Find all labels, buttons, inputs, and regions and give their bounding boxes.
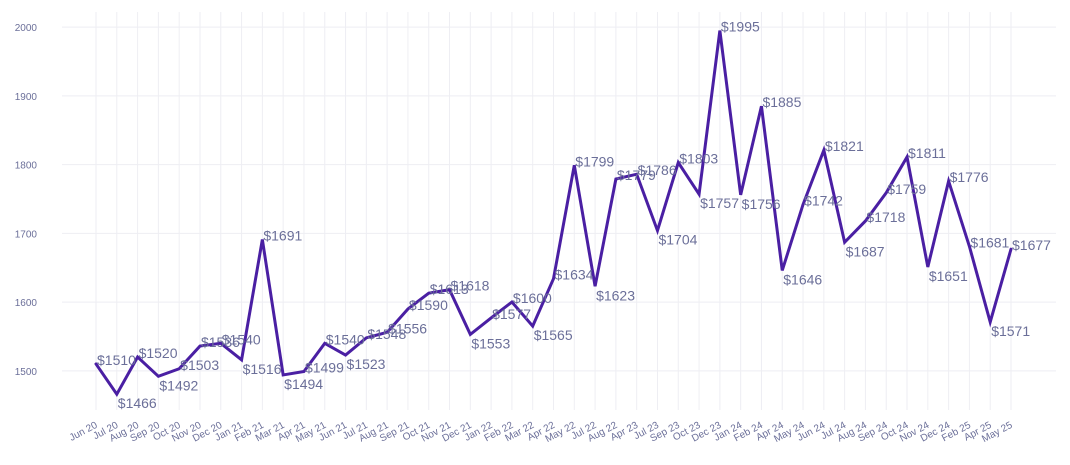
data-label: $1503 (180, 357, 219, 373)
data-label: $1520 (139, 345, 178, 361)
data-label: $1651 (929, 268, 968, 284)
y-tick-label: 1800 (15, 161, 38, 172)
data-label: $1466 (118, 395, 157, 411)
data-label: $1786 (638, 162, 677, 178)
data-label: $1590 (409, 297, 448, 313)
grid (62, 12, 1056, 410)
data-label: $1776 (950, 169, 989, 185)
data-label: $1492 (159, 377, 198, 393)
data-label: $1821 (825, 138, 864, 154)
data-label: $1811 (908, 145, 946, 161)
data-label: $1600 (513, 290, 552, 306)
data-label: $1677 (1012, 237, 1051, 253)
y-tick-label: 1500 (15, 367, 38, 378)
data-label: $1571 (991, 323, 1030, 339)
data-label: $1803 (679, 151, 718, 167)
data-label: $1577 (492, 306, 531, 322)
y-tick-label: 1700 (15, 229, 38, 240)
data-label: $1742 (804, 192, 843, 208)
y-tick-label: 2000 (15, 23, 38, 34)
data-label: $1995 (721, 19, 760, 35)
data-label: $1618 (451, 278, 490, 294)
data-label: $1613 (430, 281, 469, 297)
data-label: $1540 (222, 331, 261, 347)
data-label: $1516 (243, 361, 282, 377)
data-label: $1494 (284, 376, 323, 392)
data-label: $1536 (201, 334, 240, 350)
series-line (94, 30, 1013, 398)
data-label: $1499 (305, 360, 344, 376)
data-label: $1510 (97, 352, 136, 368)
data-label: $1556 (388, 320, 427, 336)
data-label: $1523 (347, 356, 386, 372)
data-label: $1681 (970, 234, 1009, 250)
y-axis: 1500 1600 1700 1800 1900 2000 (15, 23, 38, 378)
data-label: $1540 (326, 331, 365, 347)
data-label: $1756 (742, 196, 781, 212)
data-label: $1623 (596, 287, 635, 303)
data-label: $1718 (866, 209, 905, 225)
data-label: $1553 (471, 335, 510, 351)
data-label: $1646 (783, 271, 822, 287)
data-label: $1757 (700, 195, 739, 211)
data-label: $1799 (575, 153, 614, 169)
data-label: $1691 (263, 228, 302, 244)
y-tick-label: 1600 (15, 298, 38, 309)
data-label: $1704 (658, 232, 697, 248)
data-labels: $1510$1466$1520$1492$1503$1536$1540$1516… (97, 19, 1051, 412)
data-label: $1885 (762, 94, 801, 110)
y-tick-label: 1900 (15, 92, 38, 103)
data-label: $1548 (367, 326, 406, 342)
data-label: $1687 (846, 243, 885, 259)
data-label: $1779 (617, 167, 656, 183)
data-label: $1634 (555, 267, 594, 283)
data-label: $1565 (534, 327, 573, 343)
data-label: $1759 (887, 181, 926, 197)
